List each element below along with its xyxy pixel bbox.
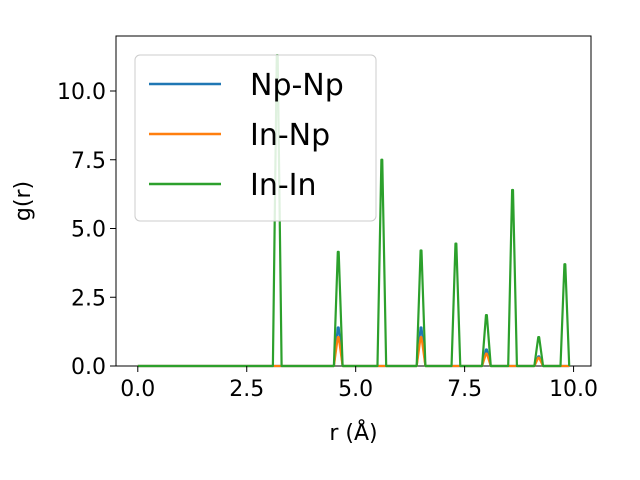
series-line-in-np (137, 336, 570, 368)
legend-box (134, 54, 377, 222)
y-tick-label: 5.0 (71, 218, 106, 243)
x-axis-label: r (Å) (329, 419, 377, 446)
y-tick-label: 7.5 (71, 149, 106, 174)
x-tick-label: 5.0 (338, 377, 373, 402)
y-tick-label: 2.5 (71, 286, 106, 311)
y-tick-label: 0.0 (71, 355, 106, 380)
x-tick-label: 0.0 (120, 377, 155, 402)
x-tick-label: 10.0 (549, 377, 598, 402)
legend-label: In-Np (250, 118, 330, 153)
axes-layer: 0.0 2.5 5.0 7.5 10.0 0.0 2.5 5.0 7.5 10.0 (57, 80, 598, 402)
legend-label: In-In (250, 168, 317, 203)
series-layer (137, 54, 571, 368)
x-tick-label: 7.5 (447, 377, 482, 402)
x-tick-label: 2.5 (229, 377, 264, 402)
series-line-in-in (137, 54, 571, 368)
y-axis-label: g(r) (11, 181, 36, 221)
legend-label: Np-Np (250, 68, 344, 103)
legend: Np-Np In-Np In-In (134, 54, 377, 222)
y-tick-label: 10.0 (57, 80, 106, 105)
